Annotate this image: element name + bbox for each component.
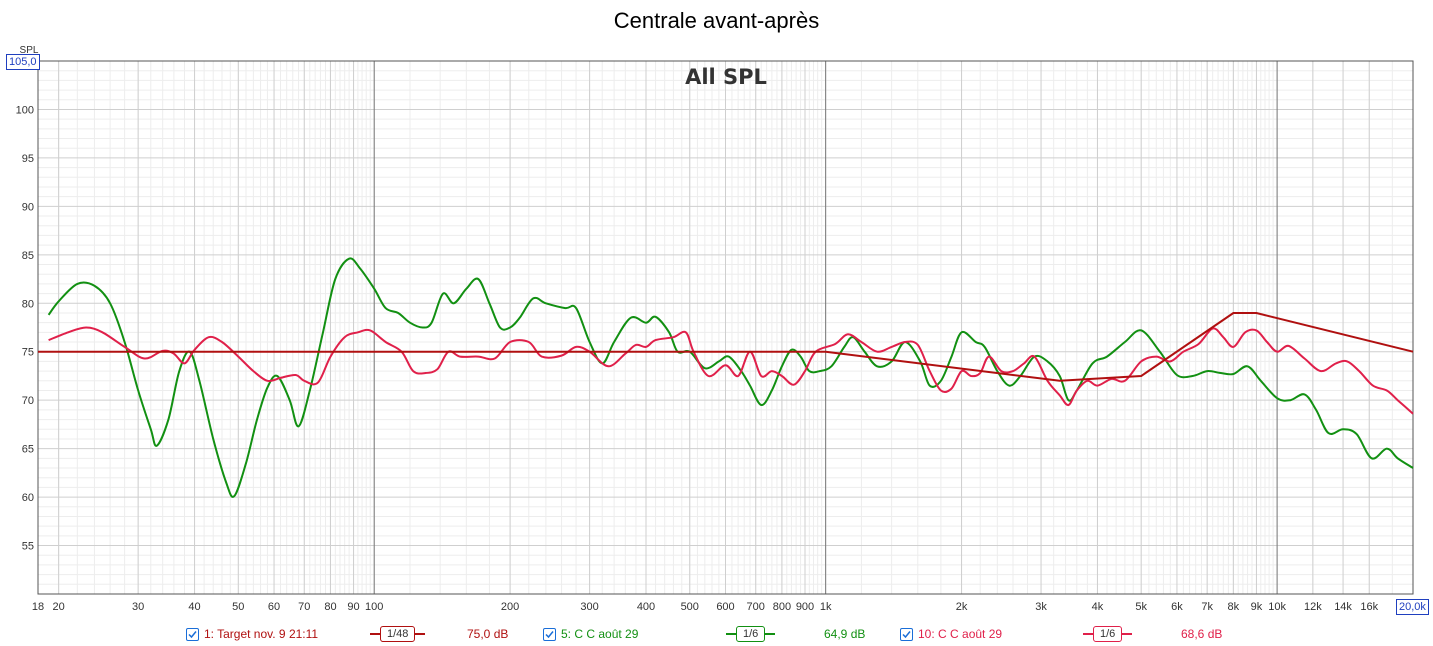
x-tick-label: 5k (1135, 601, 1147, 613)
series-line-10 (48, 326, 1414, 415)
legend-label-target: 1: Target nov. 9 21:11 (204, 627, 319, 641)
legend-item-target: 1: Target nov. 9 21:11 (186, 624, 318, 644)
x-tick-label: 90 (347, 601, 359, 613)
y-axis-label: SPL (20, 45, 39, 56)
chart-subtitle: All SPL (685, 65, 767, 89)
x-tick-label: 30 (132, 601, 144, 613)
y-tick-labels: 55 60 65 70 75 80 85 90 95 100 (16, 104, 34, 552)
legend-item-series10: 10: C C août 29 (900, 624, 1002, 644)
checkmark-icon (188, 630, 197, 638)
x-tick-label: 300 (580, 601, 598, 613)
x-tick-label: 40 (188, 601, 200, 613)
legend-label-series5: 5: C C août 29 (561, 627, 639, 641)
x-tick-label: 4k (1092, 601, 1104, 613)
legend-smoothing-target[interactable]: 1/48 (370, 624, 426, 644)
x-tick-label: 7k (1201, 601, 1213, 613)
x-tick-label: 100 (365, 601, 383, 613)
x-tick-label: 80 (324, 601, 336, 613)
legend-smoothing-series10[interactable]: 1/6 (1083, 624, 1133, 644)
y-tick-label: 60 (22, 492, 34, 504)
x-tick-label: 9k (1251, 601, 1263, 613)
y-axis-max-box[interactable]: 105,0 (6, 54, 40, 70)
legend-label-series10: 10: C C août 29 (918, 627, 1003, 641)
legend-item-series5: 5: C C août 29 (543, 624, 638, 644)
legend-smoothing-series5[interactable]: 1/6 (726, 624, 776, 644)
legend-checkbox-series5[interactable] (543, 627, 556, 641)
x-tick-label: 500 (681, 601, 699, 613)
x-axis-max-box[interactable]: 20,0k (1396, 599, 1429, 615)
x-tick-label: 10k (1268, 601, 1286, 613)
x-tick-label: 14k (1334, 601, 1352, 613)
y-tick-label: 95 (22, 153, 34, 165)
legend-level-series10: 68,6 dB (1181, 627, 1223, 641)
x-tick-label: 1k (820, 601, 832, 613)
y-tick-label: 85 (22, 250, 34, 262)
smoothing-value-target: 1/48 (380, 626, 416, 642)
x-tick-label: 18 (32, 601, 44, 613)
y-tick-label: 55 (22, 541, 34, 553)
x-tick-label: 50 (232, 601, 244, 613)
x-tick-label: 8k (1228, 601, 1240, 613)
x-tick-label: 6k (1171, 601, 1183, 613)
smoothing-value-series10: 1/6 (1093, 626, 1123, 642)
series-line-target (38, 312, 1414, 382)
y-tick-label: 100 (16, 104, 34, 116)
plot-frame (37, 60, 1414, 595)
major-grid (37, 61, 1413, 594)
x-tick-label: 400 (637, 601, 655, 613)
y-tick-label: 65 (22, 444, 34, 456)
series-layer (38, 257, 1414, 498)
x-tick-label: 3k (1035, 601, 1047, 613)
x-tick-label: 600 (716, 601, 734, 613)
y-tick-label: 80 (22, 298, 34, 310)
x-tick-label: 200 (501, 601, 519, 613)
x-tick-label: 12k (1304, 601, 1322, 613)
y-tick-label: 70 (22, 395, 34, 407)
chart-title: Centrale avant-après (613, 8, 820, 33)
legend-level-series5: 64,9 dB (824, 627, 866, 641)
x-tick-label: 16k (1360, 601, 1378, 613)
x-tick-label: 70 (298, 601, 310, 613)
x-tick-label: 700 (747, 601, 765, 613)
y-tick-label: 90 (22, 201, 34, 213)
x-tick-label: 900 (796, 601, 814, 613)
y-tick-label: 75 (22, 347, 34, 359)
checkmark-icon (545, 630, 554, 638)
legend-checkbox-series10[interactable] (900, 627, 913, 641)
legend-checkbox-target[interactable] (186, 627, 199, 641)
x-tick-label: 20 (53, 601, 65, 613)
checkmark-icon (902, 630, 911, 638)
x-tick-labels: 18 20 30 40 50 60 70 80 90 100 200 300 400 500 600 700 8… (32, 601, 1379, 613)
x-tick-label: 800 (773, 601, 791, 613)
smoothing-value-series5: 1/6 (736, 626, 766, 642)
x-tick-label: 60 (268, 601, 280, 613)
legend-level-target: 75,0 dB (467, 627, 509, 641)
x-tick-label: 2k (956, 601, 968, 613)
